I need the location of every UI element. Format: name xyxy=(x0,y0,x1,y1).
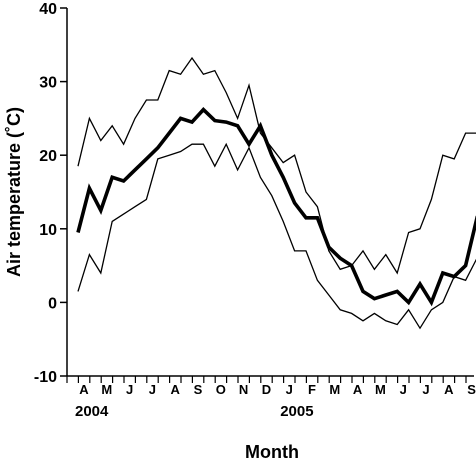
x-tick-label: N xyxy=(239,382,248,397)
y-tick-label: 10 xyxy=(39,222,57,239)
x-tick-label: J xyxy=(126,382,133,397)
x-tick-label: S xyxy=(194,382,203,397)
series-line-max xyxy=(77,56,476,275)
x-tick-label: A xyxy=(79,382,89,397)
chart-series xyxy=(76,56,476,330)
x-tick-label: D xyxy=(262,382,271,397)
x-tick-label: M xyxy=(375,382,386,397)
x-tick-label: A xyxy=(353,382,363,397)
series-line-min xyxy=(77,142,476,330)
year-label: 2004 xyxy=(75,403,109,420)
y-tick-label: 0 xyxy=(48,295,57,312)
y-tick-label: 20 xyxy=(39,148,57,165)
y-tick-label: -10 xyxy=(34,369,57,386)
x-tick-label: J xyxy=(149,382,156,397)
series-line-mean xyxy=(76,107,476,307)
year-label: 2005 xyxy=(280,403,313,420)
y-axis-title: Air temperature (˚C) xyxy=(4,107,24,277)
x-tick-label: M xyxy=(329,382,340,397)
x-tick-label: A xyxy=(171,382,181,397)
x-tick-label: J xyxy=(422,382,429,397)
x-axis-title: Month xyxy=(245,442,299,462)
x-tick-label: J xyxy=(286,382,293,397)
x-tick-label: A xyxy=(444,382,454,397)
y-tick-label: 30 xyxy=(39,75,57,92)
x-tick-label: F xyxy=(308,382,316,397)
y-tick-label: 40 xyxy=(39,1,57,18)
chart-axes xyxy=(60,7,474,383)
x-tick-label: M xyxy=(101,382,112,397)
x-tick-label: S xyxy=(467,382,476,397)
x-tick-label: J xyxy=(400,382,407,397)
x-tick-label: O xyxy=(216,382,226,397)
